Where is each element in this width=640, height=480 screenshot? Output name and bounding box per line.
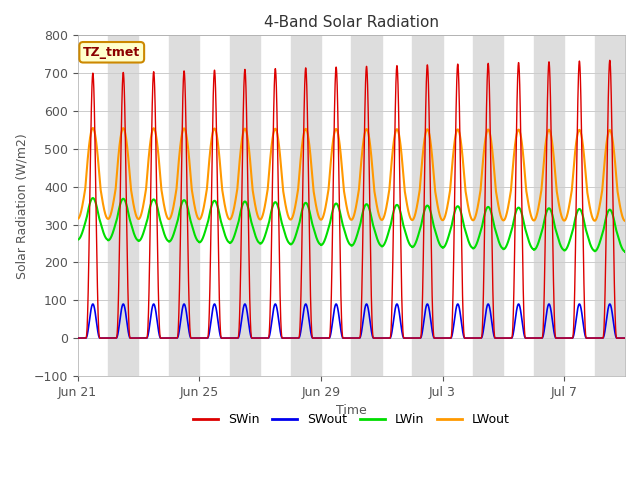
Bar	[230, 36, 260, 376]
X-axis label: Time: Time	[336, 404, 367, 417]
Bar	[412, 36, 442, 376]
Bar	[473, 36, 504, 376]
Bar	[169, 36, 199, 376]
Bar	[534, 36, 564, 376]
Bar	[108, 36, 138, 376]
Y-axis label: Solar Radiation (W/m2): Solar Radiation (W/m2)	[15, 133, 28, 278]
Bar	[291, 36, 321, 376]
Title: 4-Band Solar Radiation: 4-Band Solar Radiation	[264, 15, 439, 30]
Legend: SWin, SWout, LWin, LWout: SWin, SWout, LWin, LWout	[188, 408, 515, 431]
Bar	[351, 36, 381, 376]
Bar	[595, 36, 625, 376]
Text: TZ_tmet: TZ_tmet	[83, 46, 140, 59]
